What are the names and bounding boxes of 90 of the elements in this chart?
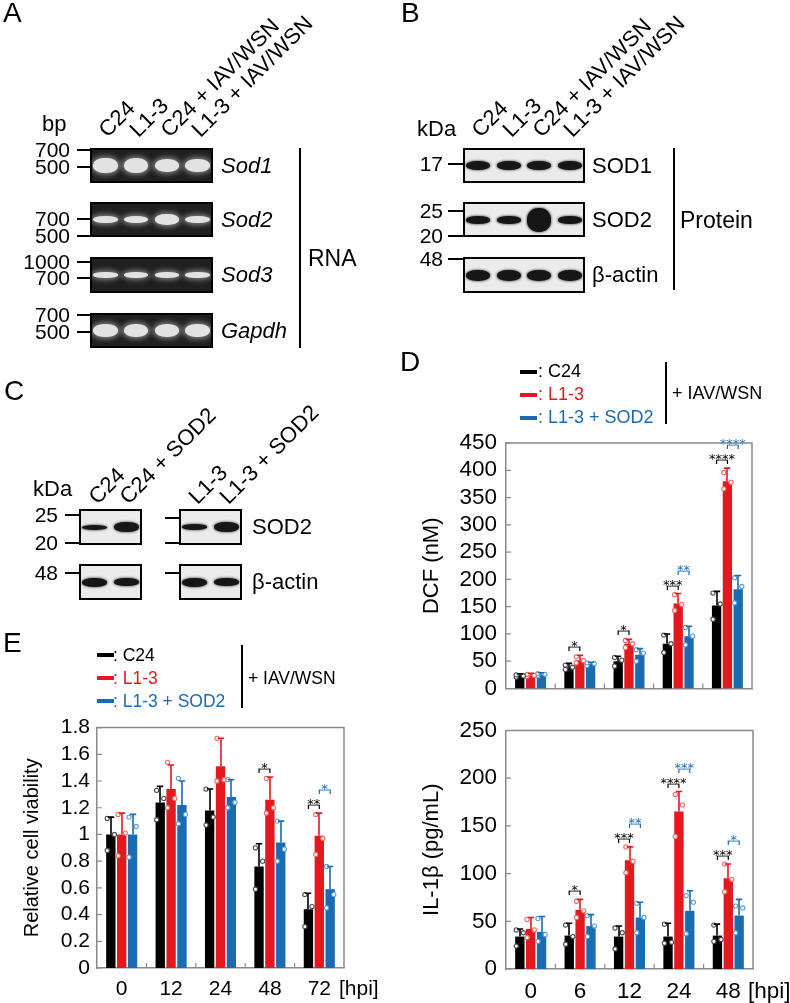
text: RNA <box>308 244 357 271</box>
x-tick-label: 48 <box>715 977 741 1003</box>
y-tick-label: 200 <box>459 764 497 790</box>
category-label: Sod1 <box>221 152 273 178</box>
x-tick-label: 12 <box>616 977 643 1003</box>
annotation: ** <box>307 796 321 812</box>
y-tick-label: 0 <box>484 955 497 981</box>
annotation: ** <box>628 815 642 831</box>
annotation: *** <box>663 577 684 593</box>
y-tick-label: 300 <box>459 511 497 537</box>
x-tick-label: 0 <box>115 976 128 1000</box>
y-tick-label: 0.6 <box>60 874 90 898</box>
text: 25 <box>34 503 58 527</box>
legend-title: + IAV/WSN <box>248 667 336 688</box>
y-tick-label: 0.4 <box>60 901 91 925</box>
text: 25 <box>419 199 443 223</box>
text: 48 <box>419 247 443 271</box>
y-tick-label: 1.6 <box>60 741 90 765</box>
annotation: *** <box>713 847 734 863</box>
text: 20 <box>419 224 443 248</box>
y-tick-label: 100 <box>459 859 497 885</box>
y-tick-label: 100 <box>459 620 497 646</box>
y-axis-title: Relative cell viability <box>19 758 42 938</box>
y-tick-label: 250 <box>459 538 497 564</box>
annotation: **** <box>708 451 736 467</box>
legend-label: : C24 <box>113 644 155 665</box>
y-tick-label: 0 <box>78 954 90 978</box>
y-tick-label: 1.4 <box>60 767 91 791</box>
annotation: *** <box>674 760 695 776</box>
legend-title: + IAV/WSN <box>672 383 763 405</box>
y-axis-title: IL-1β (pg/mL) <box>418 783 444 916</box>
x-tick-label: 24 <box>666 977 692 1003</box>
annotation: * <box>261 760 269 776</box>
annotation: *** <box>614 830 635 846</box>
y-tick-label: 150 <box>459 592 497 618</box>
x-tick-label: 72 <box>307 976 331 1000</box>
text: bp <box>42 111 67 137</box>
x-tick-label: 24 <box>208 976 233 1000</box>
text: B <box>401 0 420 29</box>
y-tick-label: 50 <box>471 907 497 933</box>
y-axis-title: DCF (nM) <box>418 517 444 615</box>
y-tick-label: 350 <box>459 483 497 509</box>
legend-label: : C24 <box>538 361 582 383</box>
category-label: Sod3 <box>221 262 273 288</box>
x-tick-label: 48 <box>258 976 282 1000</box>
y-tick-label: 0.8 <box>60 847 90 871</box>
annotation: * <box>571 882 579 898</box>
y-tick-label: 150 <box>459 812 497 838</box>
category-label: SOD2 <box>592 206 652 232</box>
legend-label: : L1-3 <box>113 667 158 688</box>
text: kDa <box>33 476 73 502</box>
x-axis-title: [hpi] <box>339 976 379 1000</box>
category-label: β-actin <box>252 569 319 595</box>
chart-title: E <box>3 626 22 659</box>
y-tick-label: 50 <box>471 647 497 673</box>
annotation: * <box>571 638 579 654</box>
legend-label: : L1-3 + SOD2 <box>113 690 226 711</box>
category-label: SOD2 <box>252 514 312 540</box>
y-tick-label: 0 <box>484 674 497 700</box>
annotation: * <box>730 832 738 848</box>
text: kDa <box>417 116 457 142</box>
y-tick-label: 200 <box>459 565 497 591</box>
y-tick-label: 1.2 <box>60 794 90 818</box>
y-tick-label: 250 <box>459 716 497 742</box>
text: Protein <box>680 206 753 233</box>
x-tick-label: 12 <box>159 976 183 1000</box>
category-label: Sod2 <box>221 206 273 232</box>
x-tick-label: 6 <box>573 977 587 1003</box>
y-tick-label: 0.2 <box>60 928 90 952</box>
y-tick-label: 400 <box>459 456 497 482</box>
x-tick-label: 0 <box>524 977 537 1003</box>
text: A <box>3 0 22 29</box>
text: 17 <box>419 152 443 176</box>
annotation: * <box>321 781 329 797</box>
legend-label: : L1-3 + SOD2 <box>538 407 654 429</box>
text: 20 <box>34 531 58 555</box>
legend-label: : L1-3 <box>538 384 585 406</box>
annotation: ** <box>677 562 691 578</box>
category-label: β-actin <box>592 262 659 288</box>
y-tick-label: 1 <box>78 821 90 845</box>
annotation: **** <box>660 775 687 791</box>
category-label: SOD1 <box>592 152 652 178</box>
text: C <box>4 374 25 407</box>
text: 48 <box>34 561 58 585</box>
x-axis-title: [hpi] <box>748 977 790 1003</box>
chart-title: D <box>400 345 421 378</box>
y-tick-label: 1.8 <box>60 714 90 738</box>
annotation: * <box>620 622 628 638</box>
category-label: Gapdh <box>221 317 288 343</box>
y-tick-label: 450 <box>459 429 497 455</box>
